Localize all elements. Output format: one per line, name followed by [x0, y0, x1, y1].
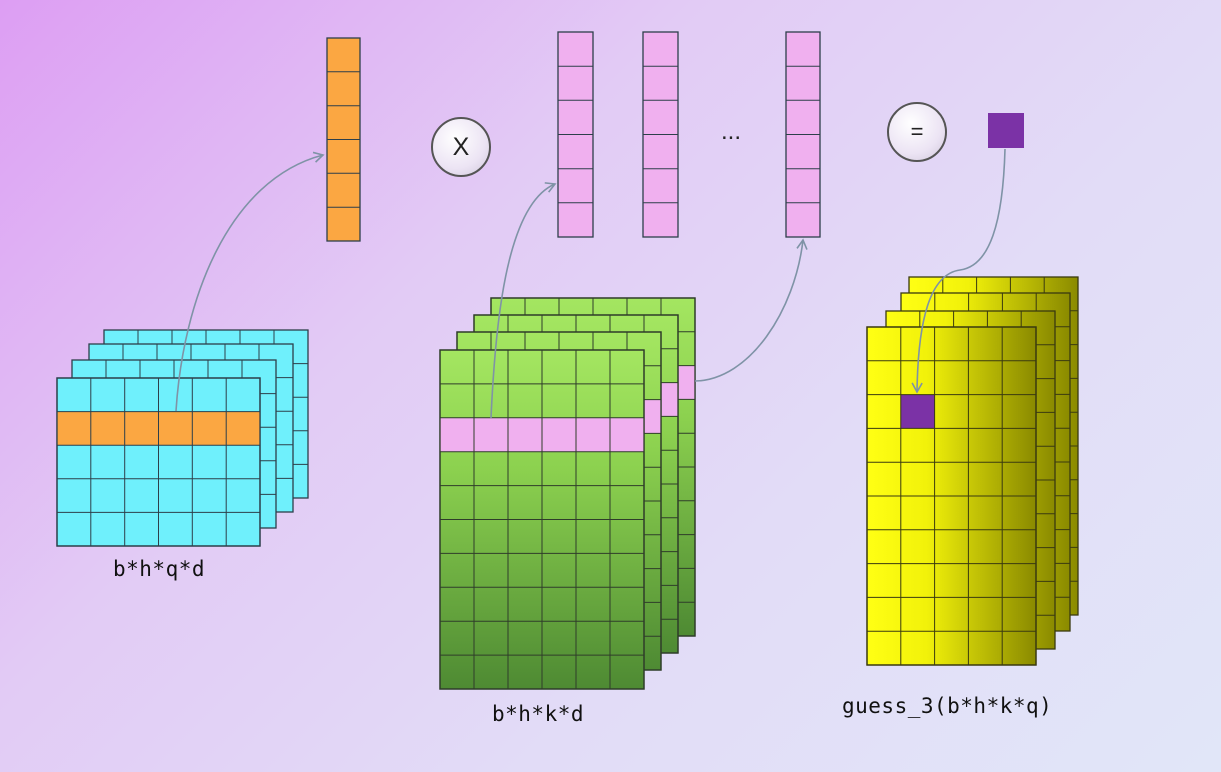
key-label: b*h*k*d [492, 702, 585, 726]
key-tensor [439, 297, 696, 690]
arrow-key-back-to-last-vector [694, 238, 808, 382]
arrow-scalar-to-result [911, 148, 1006, 394]
query-tensor [56, 329, 309, 547]
result-cell-highlight [900, 394, 935, 429]
query-layer-front [56, 377, 261, 547]
multiply-symbol: X [452, 132, 470, 161]
key-vector-n [785, 31, 821, 238]
equals-symbol: = [910, 119, 924, 144]
result-layer-front [866, 326, 1037, 666]
query-label: b*h*q*d [113, 557, 206, 581]
key-vector-2 [642, 31, 679, 238]
multiply-operator: X [431, 117, 491, 177]
ellipsis-text: ... [721, 118, 742, 145]
equals-operator: = [887, 102, 947, 162]
arrow-key-to-vector [490, 182, 557, 419]
query-vector [326, 37, 361, 242]
result-scalar [988, 113, 1024, 148]
arrow-query-to-vector [175, 151, 325, 412]
key-vector-1 [557, 31, 594, 238]
result-tensor [866, 276, 1079, 666]
result-label: guess_3(b*h*k*q) [842, 694, 1053, 718]
key-layer-front [439, 349, 645, 690]
